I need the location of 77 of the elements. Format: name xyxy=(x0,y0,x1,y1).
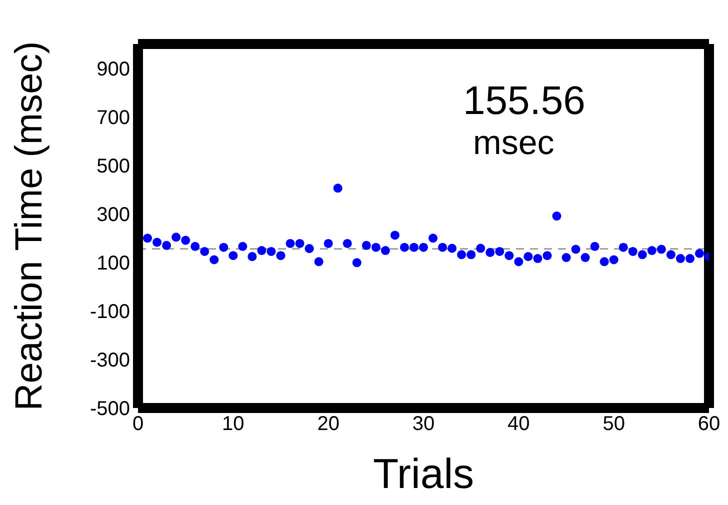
y-axis-title: Reaction Time (msec) xyxy=(8,41,50,411)
point xyxy=(448,244,457,253)
point xyxy=(314,257,324,266)
x-tick-label: 40 xyxy=(508,413,530,436)
point xyxy=(552,212,562,221)
point xyxy=(333,184,342,193)
point xyxy=(533,254,542,264)
point xyxy=(580,253,590,262)
point xyxy=(181,236,190,245)
y-tick-label: 100 xyxy=(96,252,130,274)
annotation: 155.56 msec xyxy=(463,79,586,164)
point xyxy=(390,230,400,240)
x-tick-label: 10 xyxy=(222,413,244,436)
point xyxy=(418,242,428,252)
point xyxy=(609,255,618,264)
y-tick-label: -300 xyxy=(90,350,130,372)
x-axis-title: Trials xyxy=(372,450,474,497)
point xyxy=(304,244,314,254)
y-tick-label: -500 xyxy=(90,398,130,420)
x-tick-label: 0 xyxy=(132,413,144,436)
point xyxy=(324,238,333,248)
x-tick-label: 20 xyxy=(317,413,340,436)
point xyxy=(647,246,656,256)
point xyxy=(362,240,371,250)
point xyxy=(656,244,666,254)
y-tick-label: -100 xyxy=(90,301,130,324)
point xyxy=(371,242,380,252)
y-tick-label: 900 xyxy=(96,58,130,80)
point xyxy=(476,244,486,253)
point xyxy=(638,250,647,260)
x-tick-label: 30 xyxy=(412,413,435,436)
point xyxy=(228,251,238,260)
point xyxy=(542,251,552,260)
point xyxy=(666,250,676,260)
point xyxy=(257,246,266,256)
point xyxy=(266,246,276,256)
point xyxy=(600,257,609,266)
point xyxy=(694,248,704,258)
point xyxy=(152,238,162,247)
point xyxy=(466,250,476,260)
point xyxy=(200,246,210,256)
x-tick-label: 60 xyxy=(698,413,720,436)
y-tick-label: 300 xyxy=(96,204,130,226)
point xyxy=(428,234,438,243)
point xyxy=(238,242,248,251)
y-tick-label: 700 xyxy=(96,106,130,129)
point xyxy=(685,254,694,264)
point xyxy=(628,246,638,256)
point xyxy=(248,252,257,262)
point xyxy=(342,238,352,248)
point xyxy=(190,242,200,251)
point xyxy=(590,242,600,251)
point xyxy=(276,251,286,260)
point xyxy=(495,246,504,256)
y-tick-label: 500 xyxy=(96,155,130,178)
x-tick-label: 50 xyxy=(602,413,625,436)
point xyxy=(219,242,228,252)
point xyxy=(352,258,362,268)
point xyxy=(562,253,571,262)
point xyxy=(676,254,685,264)
point xyxy=(514,257,524,266)
point xyxy=(172,232,181,242)
point xyxy=(571,244,580,254)
point xyxy=(162,240,172,250)
point xyxy=(504,251,514,260)
point xyxy=(524,252,533,262)
point xyxy=(295,238,304,248)
point xyxy=(380,246,390,256)
point xyxy=(438,242,448,252)
point xyxy=(210,255,219,264)
point xyxy=(400,242,409,252)
point xyxy=(409,242,418,252)
point xyxy=(486,248,495,257)
point xyxy=(618,242,628,252)
point xyxy=(457,250,466,260)
point xyxy=(143,234,152,243)
point xyxy=(286,238,295,248)
